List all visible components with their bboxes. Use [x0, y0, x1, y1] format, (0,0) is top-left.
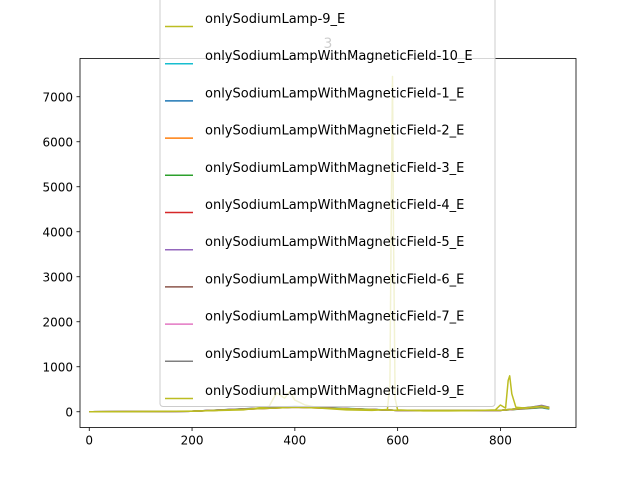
- x-tick-label-3: 600: [386, 434, 409, 448]
- y-tick-label-4: 4000: [42, 225, 73, 239]
- legend-box: [159, 0, 496, 407]
- y-tick-label-3: 3000: [42, 270, 73, 284]
- legend-label-1: onlySodiumLampWithMagneticField-10_E: [205, 49, 473, 64]
- legend-label-5: onlySodiumLampWithMagneticField-4_E: [205, 198, 464, 213]
- y-tick-label-0: 0: [65, 405, 73, 419]
- legend-label-7: onlySodiumLampWithMagneticField-6_E: [205, 272, 464, 287]
- y-tick-label-2: 2000: [42, 315, 73, 329]
- ticks-layer: 0 200 400 600 800 0 1000 2000 3000 4000 5000 6000 70…: [42, 90, 511, 447]
- legend-label-6: onlySodiumLampWithMagneticField-5_E: [205, 235, 464, 250]
- y-tick-label-7: 7000: [42, 90, 73, 104]
- x-tick-label-0: 0: [85, 434, 93, 448]
- legend-label-0: onlySodiumLamp-9_E: [205, 12, 345, 27]
- legend-label-10: onlySodiumLampWithMagneticField-9_E: [205, 384, 464, 399]
- y-tick-label-5: 5000: [42, 180, 73, 194]
- legend-label-2: onlySodiumLampWithMagneticField-1_E: [205, 86, 464, 101]
- series-layer: [89, 75, 550, 413]
- x-tick-label-4: 800: [489, 434, 512, 448]
- legend-label-4: onlySodiumLampWithMagneticField-3_E: [205, 161, 464, 176]
- legend-label-9: onlySodiumLampWithMagneticField-8_E: [205, 347, 464, 362]
- y-tick-label-1: 1000: [42, 360, 73, 374]
- legend: onlySodiumLamp-9_E onlySodiumLampWithMagn…: [159, 0, 496, 407]
- x-tick-label-2: 400: [283, 434, 306, 448]
- legend-label-3: onlySodiumLampWithMagneticField-2_E: [205, 124, 464, 139]
- x-tick-label-1: 200: [181, 434, 204, 448]
- y-tick-label-6: 6000: [42, 135, 73, 149]
- legend-label-8: onlySodiumLampWithMagneticField-7_E: [205, 310, 464, 325]
